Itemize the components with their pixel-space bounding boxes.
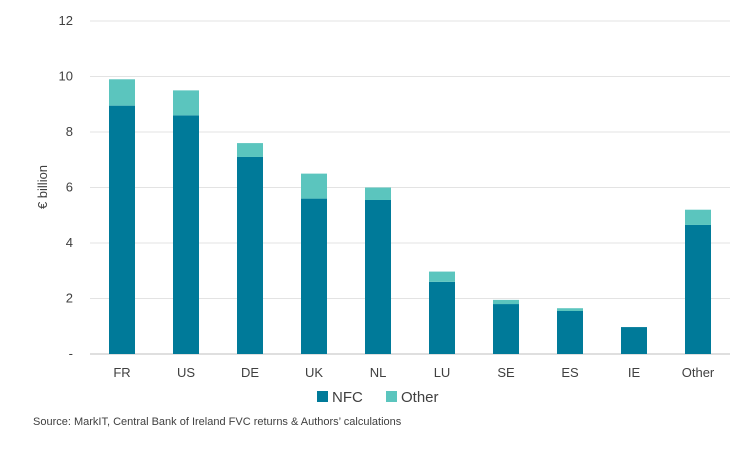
x-tick-label: DE [241,365,259,380]
source-note: Source: MarkIT, Central Bank of Ireland … [33,416,402,428]
bar-segment-other [365,187,391,200]
bar-segment-other [109,79,135,106]
bar-segment-other [237,143,263,157]
x-tick-label: ES [561,365,579,380]
bar-segment-nfc [173,115,199,354]
legend-swatch-other [386,391,397,402]
bar-segment-other [429,271,455,282]
bar-segment-nfc [365,199,391,354]
bar-segment-nfc [493,304,519,354]
x-tick-label: Other [682,365,715,380]
legend: NFC Other [317,389,439,406]
bar-segment-other [685,209,711,225]
bar-segment-other [557,308,583,311]
legend-label-nfc: NFC [332,389,363,406]
x-tick-label: SE [497,365,515,380]
bar-segment-nfc [301,198,327,354]
y-tick-label: 4 [66,235,73,250]
bar-segment-nfc [237,156,263,354]
y-axis-label: € billion [35,165,50,209]
x-tick-label: NL [370,365,387,380]
bar-segment-nfc [621,327,647,354]
y-tick-label: 2 [66,291,73,306]
bar-segment-nfc [685,224,711,354]
bar-segment-other [173,90,199,116]
x-tick-label: FR [113,365,130,380]
bars [109,79,711,354]
x-tick-label: UK [305,365,323,380]
y-tick-label: 8 [66,124,73,139]
bar-segment-nfc [557,310,583,354]
legend-swatch-nfc [317,391,328,402]
bar-segment-other [493,299,519,305]
bar-segment-nfc [429,281,455,354]
x-tick-labels: FR US DE UK NL LU SE ES IE Other [113,365,715,380]
bar-segment-nfc [109,105,135,354]
legend-label-other: Other [401,389,439,406]
y-tick-label: - [69,346,73,361]
x-tick-label: US [177,365,195,380]
y-tick-label: 12 [59,13,73,28]
bar-segment-other [301,173,327,199]
y-tick-label: 6 [66,180,73,195]
y-tick-label: 10 [59,69,73,84]
x-tick-label: LU [434,365,451,380]
y-tick-labels: - 2 4 6 8 10 12 [59,13,73,361]
x-tick-label: IE [628,365,641,380]
